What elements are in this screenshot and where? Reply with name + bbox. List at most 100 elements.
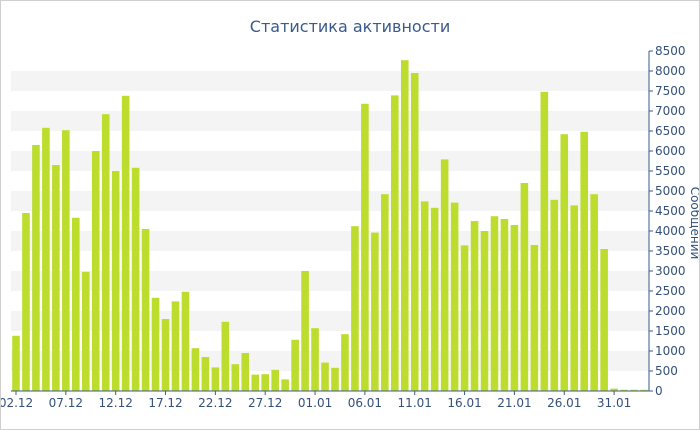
bar-03.01 — [331, 367, 339, 391]
bar-26.12 — [251, 374, 260, 391]
bar-06.12 — [52, 165, 60, 391]
bar-03.12 — [22, 213, 30, 391]
y-tick-label: 7500 — [655, 84, 686, 98]
bar-19.12 — [181, 291, 190, 391]
bar-16.01 — [460, 245, 469, 391]
bar-06.01 — [361, 103, 369, 392]
bar-16.12 — [151, 297, 160, 391]
grid-band — [11, 151, 649, 171]
bar-15.01 — [450, 202, 459, 391]
x-tick-label: 12.12 — [98, 396, 132, 410]
bar-31.01 — [610, 388, 618, 391]
bar-04.01 — [341, 334, 349, 391]
y-tick-label: 3000 — [655, 264, 686, 278]
bar-17.01 — [470, 221, 479, 391]
bar-01.02 — [620, 389, 628, 391]
bar-28.12 — [271, 369, 279, 391]
grid-band — [11, 111, 649, 131]
bar-18.01 — [480, 231, 489, 391]
grid-band — [11, 71, 649, 91]
x-tick-label: 11.01 — [398, 396, 432, 410]
bar-17.12 — [161, 319, 170, 391]
x-tick-label: 01.01 — [298, 396, 332, 410]
bars-group — [12, 60, 648, 392]
axes-group — [11, 51, 650, 392]
y-tick-label: 7000 — [655, 104, 686, 118]
y-tick-label: 6000 — [655, 144, 686, 158]
x-tick-label: 22.12 — [198, 396, 232, 410]
bar-14.01 — [440, 159, 449, 391]
x-tick-label: 02.12 — [1, 396, 33, 410]
x-tick-label: 27.12 — [248, 396, 282, 410]
bar-11.12 — [101, 114, 110, 391]
y-tick-label: 1500 — [655, 324, 686, 338]
bar-28.01 — [580, 131, 588, 392]
y-tick-label: 3500 — [655, 244, 686, 258]
y-tick-label: 2000 — [655, 304, 686, 318]
bar-18.12 — [171, 301, 180, 391]
x-tick-label: 06.01 — [348, 396, 382, 410]
bar-23.12 — [221, 321, 230, 391]
bar-19.01 — [490, 216, 499, 391]
grid-bands — [11, 71, 649, 371]
grid-band — [11, 351, 649, 371]
bar-02.02 — [630, 389, 638, 391]
bar-09.12 — [81, 271, 90, 391]
y-tick-label: 8000 — [655, 64, 686, 78]
x-tick-label: 26.01 — [547, 396, 581, 410]
bar-22.01 — [520, 183, 529, 391]
bar-09.01 — [391, 95, 399, 392]
bar-22.12 — [211, 367, 220, 391]
y-tick-label: 4500 — [655, 204, 686, 218]
bar-30.12 — [291, 339, 299, 391]
bar-24.01 — [540, 91, 549, 392]
bar-27.01 — [570, 205, 579, 391]
bar-01.01 — [311, 328, 319, 391]
bar-15.12 — [141, 229, 150, 391]
bar-10.01 — [400, 60, 409, 391]
y-tick-label: 8500 — [655, 44, 686, 58]
bar-13.01 — [430, 207, 439, 391]
y-tick-label: 6500 — [655, 124, 686, 138]
grid-band — [11, 231, 649, 251]
y-axis-label: Сообщений — [688, 187, 699, 260]
bar-21.01 — [510, 225, 519, 391]
bar-24.12 — [231, 364, 240, 391]
bar-13.12 — [121, 95, 130, 392]
y-tick-label: 2500 — [655, 284, 686, 298]
bar-02.01 — [321, 362, 329, 391]
x-tick-label: 31.01 — [597, 396, 631, 410]
bar-20.01 — [500, 219, 509, 391]
bar-05.01 — [351, 226, 359, 391]
bar-12.12 — [111, 171, 120, 391]
x-tick-label: 21.01 — [497, 396, 531, 410]
x-tick-label: 16.01 — [447, 396, 481, 410]
chart-title: Статистика активности — [250, 17, 450, 36]
bar-04.12 — [32, 145, 40, 391]
bar-05.12 — [42, 127, 50, 392]
bar-20.12 — [191, 348, 200, 391]
bar-02.12 — [12, 335, 20, 391]
bar-27.12 — [261, 374, 269, 391]
bar-21.12 — [201, 357, 210, 391]
bar-07.01 — [371, 232, 379, 391]
bar-25.12 — [241, 353, 250, 391]
bar-11.01 — [410, 73, 419, 391]
bar-14.12 — [131, 167, 140, 391]
y-tick-label: 5000 — [655, 184, 686, 198]
bar-23.01 — [530, 245, 539, 391]
x-tick-label: 17.12 — [148, 396, 182, 410]
bar-26.01 — [560, 134, 569, 391]
bar-10.12 — [91, 151, 100, 391]
x-axis-ticks: 02.12 07.12 12.12 17.12 22.12 27.12 01.01 06.01… — [1, 391, 631, 410]
bar-12.01 — [420, 201, 429, 391]
y-tick-label: 1000 — [655, 344, 686, 358]
bar-25.01 — [550, 199, 559, 391]
y-axis-ticks: 0 500 1000 1500 2000 2500 3000 3500 4000 4500 5000… — [649, 44, 686, 398]
y-tick-label: 5500 — [655, 164, 686, 178]
y-tick-label: 0 — [655, 384, 663, 398]
bar-30.01 — [600, 249, 608, 391]
bar-29.12 — [281, 379, 289, 391]
